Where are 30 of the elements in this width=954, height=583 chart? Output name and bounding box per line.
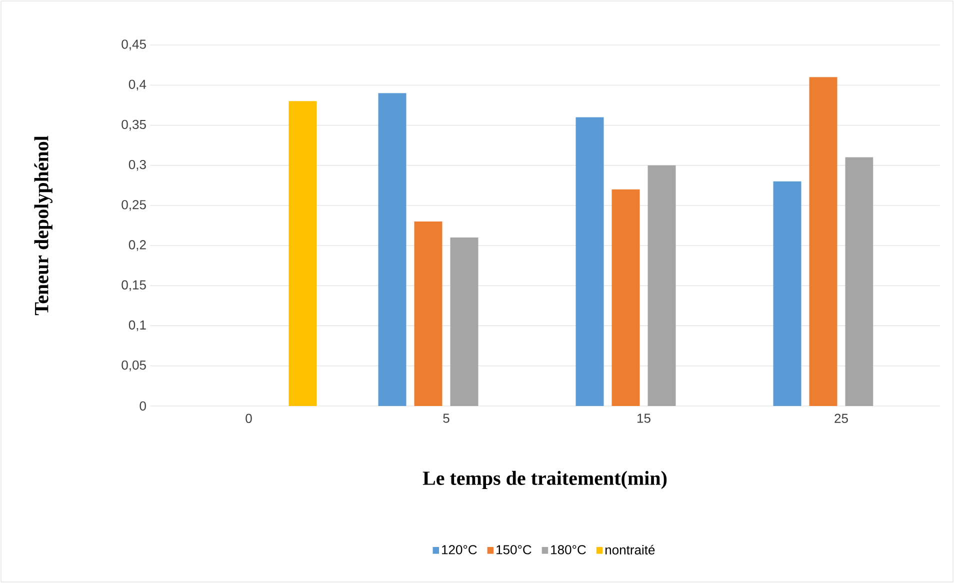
x-tick-label: 5: [443, 414, 450, 423]
legend-label: nontraité: [606, 544, 655, 555]
y-tick-label: 0,35: [122, 120, 146, 131]
y-tick-label: 0,45: [122, 40, 146, 50]
y-tick-label: 0,2: [128, 240, 146, 251]
x-tick-label: 0: [246, 414, 252, 423]
legend-label: 120°C: [442, 545, 477, 554]
x-axis-title: Le temps de traitement(min): [422, 470, 667, 490]
bar: [612, 189, 640, 406]
x-tick-label: 15: [638, 414, 650, 423]
bar: [773, 181, 802, 406]
bar: [414, 221, 442, 406]
y-tick-label: 0,4: [128, 80, 146, 90]
y-tick-label: 0,3: [128, 160, 146, 171]
bar: [648, 165, 676, 406]
legend-label: 150°C: [496, 545, 532, 554]
bar: [288, 101, 317, 406]
y-tick-label: 0,25: [122, 200, 146, 211]
bar: [450, 238, 478, 406]
y-tick-label: 0,05: [122, 360, 146, 372]
bar: [576, 117, 604, 406]
y-tick-label: 0,1: [128, 320, 146, 332]
bar: [845, 157, 874, 406]
bar: [378, 93, 406, 406]
x-tick-label: 25: [834, 414, 848, 423]
y-axis-title: Teneur depolyphénol: [34, 136, 52, 316]
bar: [809, 77, 838, 406]
y-tick-label: 0: [140, 401, 146, 411]
y-tick-label: 0,15: [122, 280, 146, 292]
legend-label: 180°C: [551, 545, 586, 554]
